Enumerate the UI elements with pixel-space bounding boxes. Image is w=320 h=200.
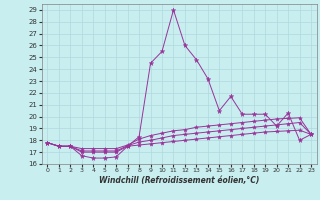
X-axis label: Windchill (Refroidissement éolien,°C): Windchill (Refroidissement éolien,°C) — [99, 176, 260, 185]
